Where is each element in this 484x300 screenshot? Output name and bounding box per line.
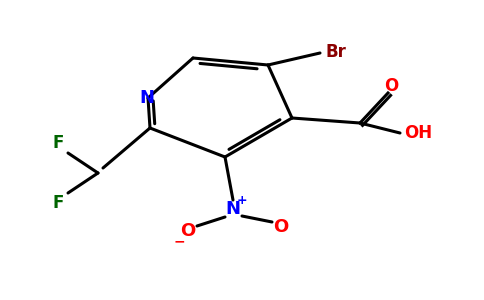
Text: O: O xyxy=(181,222,196,240)
Text: Br: Br xyxy=(326,43,347,61)
Text: F: F xyxy=(52,134,64,152)
Text: OH: OH xyxy=(404,124,432,142)
Text: N: N xyxy=(226,200,241,218)
Text: N: N xyxy=(139,89,154,107)
Text: −: − xyxy=(173,234,185,248)
Text: O: O xyxy=(384,77,398,95)
Text: O: O xyxy=(273,218,288,236)
Text: +: + xyxy=(237,194,247,208)
Text: F: F xyxy=(52,194,64,212)
